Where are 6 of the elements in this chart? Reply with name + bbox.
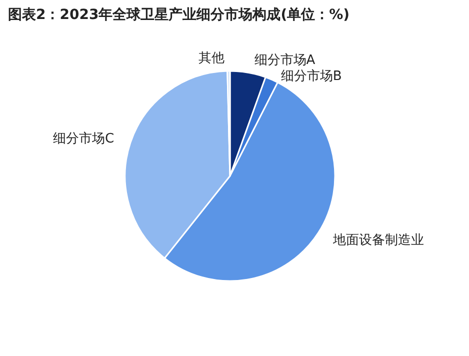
chart-title: 图表2：2023年全球卫星产业细分市场构成(单位：%) (8, 6, 350, 23)
slice-label: 细分市场B (280, 68, 342, 84)
slice-label: 细分市场C (53, 131, 114, 146)
slice-label: 细分市场A (254, 52, 316, 68)
slice-label: 地面设备制造业 (332, 232, 424, 248)
slice-label: 其他 (198, 51, 225, 66)
